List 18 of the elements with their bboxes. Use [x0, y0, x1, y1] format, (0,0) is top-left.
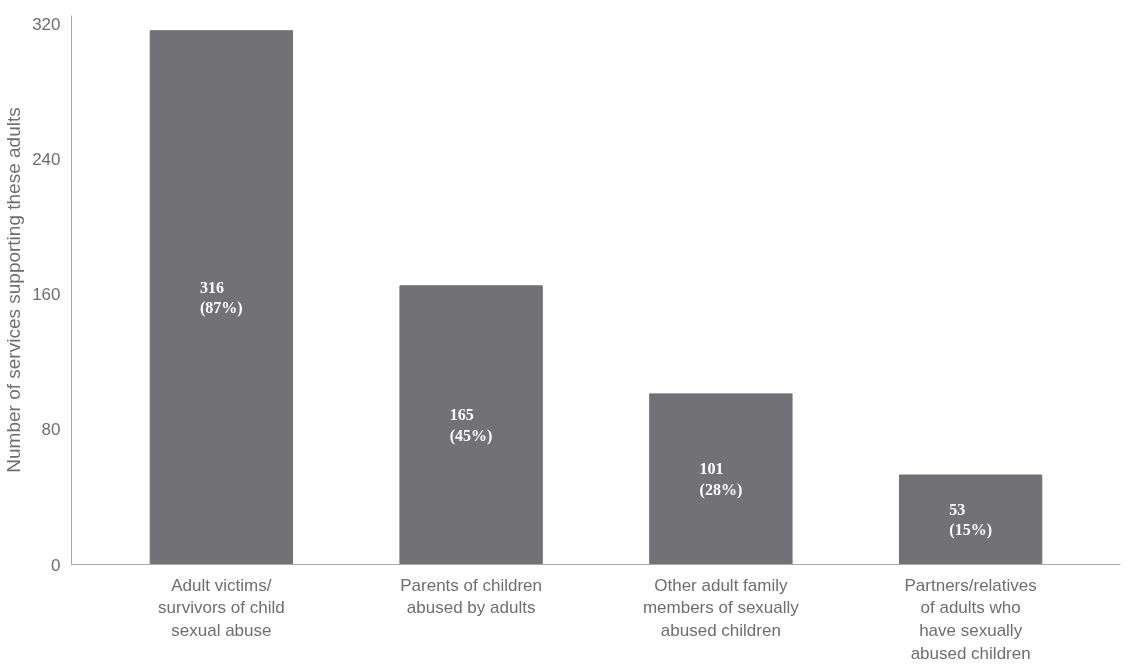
data-label: 101 (28%)	[699, 460, 743, 499]
y-tick-label: 320	[32, 14, 61, 34]
bar	[399, 285, 543, 565]
x-tick-label: Adult victims/ survivors of child sexual abuse	[158, 575, 285, 641]
bar	[149, 30, 294, 565]
data-label: 53 (15%)	[949, 501, 992, 540]
x-tick-label: Other adult family members of sexually abused children	[642, 575, 800, 641]
y-tick-label: 80	[41, 420, 61, 440]
y-tick-label: 160	[32, 285, 61, 305]
y-tick-label: 240	[32, 150, 61, 170]
data-label: 165 (45%)	[449, 406, 493, 445]
y-axis-title: Number of services supporting these adults	[3, 107, 25, 473]
x-tick-label: Parents of children abused by adults	[400, 575, 542, 618]
x-tick-label: Partners/relatives of adults who have sexually abused children	[904, 575, 1037, 663]
bar	[898, 474, 1043, 565]
data-label: 316 (87%)	[200, 278, 243, 318]
bar	[649, 393, 793, 565]
y-tick-label: 0	[51, 555, 61, 575]
